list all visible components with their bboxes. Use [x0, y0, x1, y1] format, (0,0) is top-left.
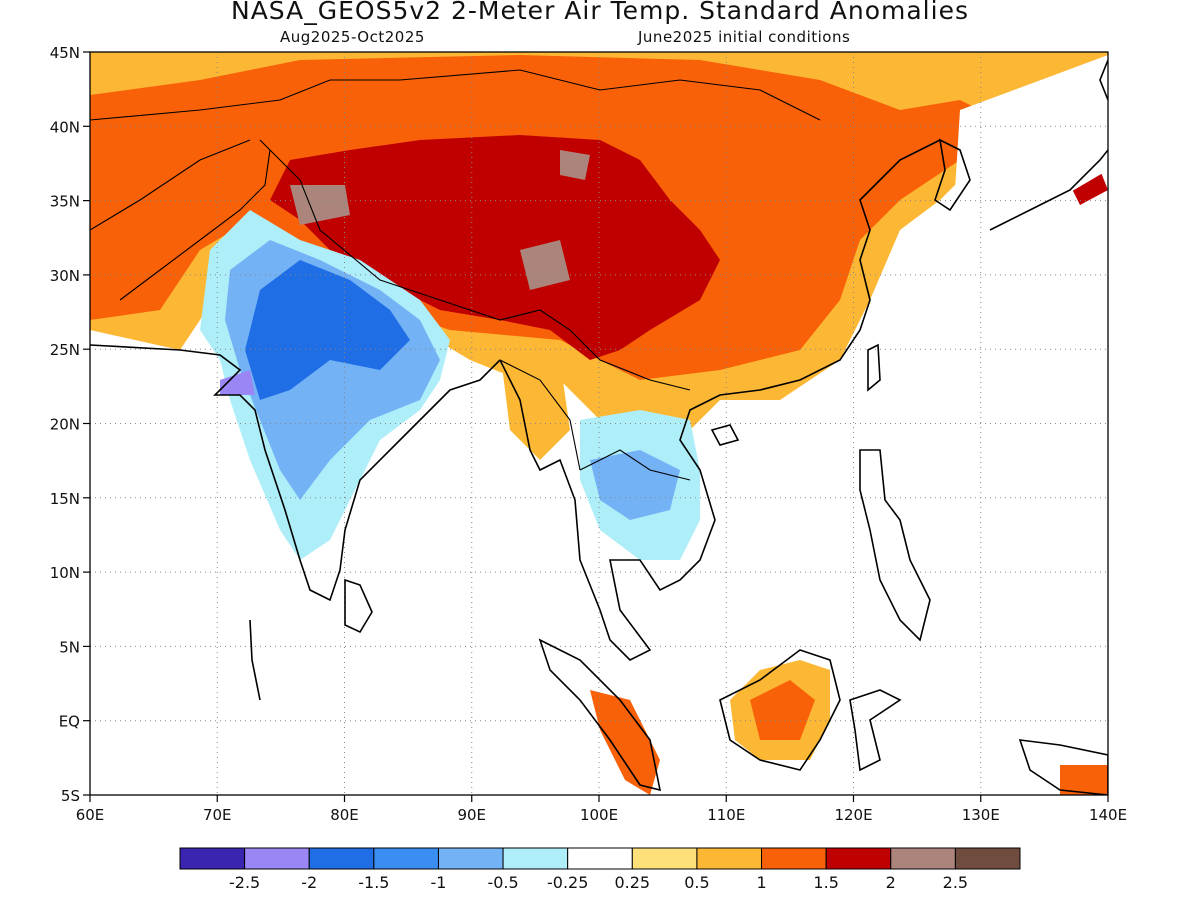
- colorbar-swatch: [502, 847, 569, 870]
- colorbar-label: 0.5: [684, 873, 709, 892]
- colorbar-swatch: [437, 847, 504, 870]
- lon-tick-label: 70E: [203, 806, 232, 824]
- lat-tick-label: 35N: [50, 193, 80, 211]
- colorbar-swatch: [179, 847, 246, 870]
- colorbar-label: 2: [886, 873, 896, 892]
- colorbar-swatch: [696, 847, 763, 870]
- border-afghanistan: [90, 139, 251, 231]
- anomaly-shading: [90, 52, 1108, 795]
- coast-japan: [989, 59, 1108, 231]
- colorbar-swatch: [631, 847, 698, 870]
- coast-hainan: [710, 424, 740, 446]
- subtitle-season: Aug2025-Oct2025: [280, 28, 425, 46]
- colorbar-swatch: [761, 847, 827, 870]
- lat-tick-label: 30N: [50, 267, 80, 285]
- lon-tick-label: 130E: [962, 806, 1000, 824]
- borders: [90, 69, 821, 481]
- lat-tick-label: 25N: [50, 341, 80, 359]
- lon-tick-label: 140E: [1089, 806, 1127, 824]
- coast-newguinea: [1018, 739, 1108, 795]
- shade-darkred: [270, 135, 720, 360]
- coast-korea: [934, 138, 971, 212]
- colorbar-swatch: [373, 847, 439, 870]
- shade-india-purple: [220, 370, 255, 395]
- shade-india-dark: [245, 260, 410, 400]
- coast-sulawesi: [849, 689, 902, 772]
- coast-india: [90, 344, 501, 602]
- colorbar-swatch: [954, 847, 1021, 870]
- colorbar-label: -0.25: [547, 873, 588, 892]
- lon-tick-label: 110E: [707, 806, 745, 824]
- coast-borneo: [719, 649, 841, 771]
- axis-ticks: 60E 70E 80E 90E 100E 110E 120E 130E 140E 45N 40N 35…: [50, 44, 1127, 824]
- colorbar-label: 1: [756, 873, 766, 892]
- coast-taiwan: [867, 343, 881, 392]
- lat-tick-label: 45N: [50, 44, 80, 62]
- shade-red-japan: [1070, 170, 1108, 205]
- colorbar-label: -2.5: [229, 873, 260, 892]
- lat-tick-label: 40N: [50, 118, 80, 136]
- coast-srilanka: [344, 578, 373, 634]
- lat-tick-label: 10N: [50, 564, 80, 582]
- coast-maldives: [249, 619, 261, 701]
- border-kazakh: [90, 79, 400, 121]
- colorbar-label: -0.5: [487, 873, 518, 892]
- lon-tick-label: 60E: [76, 806, 105, 824]
- border-pakistan: [119, 149, 271, 301]
- lon-tick-label: 100E: [580, 806, 618, 824]
- colorbar-label: -2: [301, 873, 317, 892]
- shade-brown-3: [560, 150, 590, 180]
- lat-tick-label: 15N: [50, 490, 80, 508]
- border-mongolia: [399, 69, 821, 121]
- colorbar-swatch: [567, 847, 633, 870]
- lat-tick-label: 5N: [59, 638, 80, 656]
- coast-philippines: [859, 449, 931, 642]
- border-thai: [579, 449, 691, 481]
- colorbar-label: 0.25: [614, 873, 650, 892]
- shade-white-japan: [955, 55, 1108, 230]
- shade-borneo-hot: [750, 680, 815, 740]
- border-china-south: [259, 139, 691, 391]
- subtitle-initial-conditions: June2025 initial conditions: [638, 28, 851, 46]
- colorbar-label: 2.5: [943, 873, 968, 892]
- coast-sumatra: [538, 638, 662, 792]
- colorbar-swatch: [244, 847, 310, 870]
- colorbar-swatch: [890, 847, 956, 870]
- lon-tick-label: 80E: [330, 806, 359, 824]
- coastlines: [90, 59, 1108, 795]
- shade-brown-1: [290, 185, 350, 225]
- colorbar-label: -1: [430, 873, 446, 892]
- map-title: NASA_GEOS5v2 2-Meter Air Temp. Standard …: [231, 0, 969, 25]
- colorbar: -2.5 -2 -1.5 -1 -0.5 -0.25 0.25 0.5 1 1.5 2 2.5: [179, 847, 1021, 892]
- border-myanmar: [499, 359, 581, 471]
- shade-burma-orange: [500, 350, 570, 460]
- shade-papua: [1060, 765, 1108, 795]
- lon-tick-label: 90E: [457, 806, 486, 824]
- colorbar-swatch: [825, 847, 892, 870]
- lat-tick-label: EQ: [59, 713, 80, 731]
- coast-indochina: [499, 139, 941, 661]
- lon-tick-label: 120E: [834, 806, 872, 824]
- shade-sumatra: [590, 690, 660, 795]
- colorbar-label: -1.5: [358, 873, 389, 892]
- lat-tick-label: 20N: [50, 416, 80, 434]
- shade-indochina-mid: [590, 450, 680, 520]
- shade-brown-2: [520, 240, 570, 290]
- colorbar-label: 1.5: [813, 873, 838, 892]
- lat-tick-label: 5S: [61, 787, 80, 805]
- colorbar-swatch: [308, 847, 375, 870]
